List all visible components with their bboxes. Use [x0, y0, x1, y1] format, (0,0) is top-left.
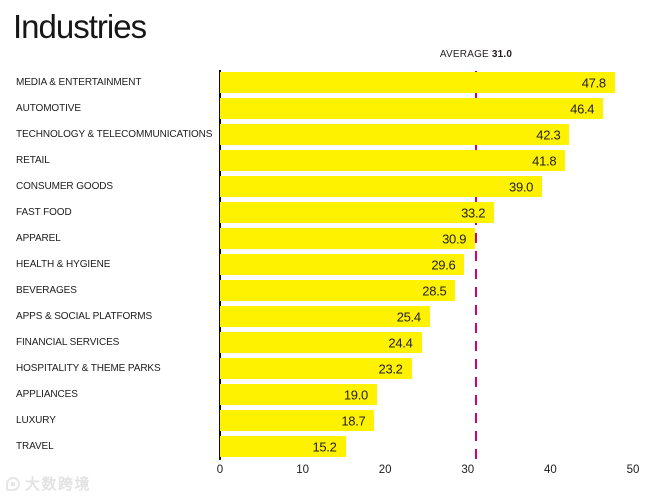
bar-area: 28.5 [220, 280, 633, 301]
chart-row: FINANCIAL SERVICES 24.4 [0, 332, 655, 353]
category-label: MEDIA & ENTERTAINMENT [16, 77, 142, 88]
bar-area: 33.2 [220, 202, 633, 223]
bar-area: 30.9 [220, 228, 633, 249]
chart-row: TECHNOLOGY & TELECOMMUNICATIONS 42.3 [0, 124, 655, 145]
bar-value-label: 30.9 [442, 231, 467, 246]
category-label: APPAREL [16, 233, 61, 244]
category-label: HOSPITALITY & THEME PARKS [16, 363, 161, 374]
bar: 23.2 [220, 358, 412, 379]
chart-row: MEDIA & ENTERTAINMENT 47.8 [0, 72, 655, 93]
average-value: 31.0 [491, 49, 513, 60]
bar: 39.0 [220, 176, 543, 197]
bar-area: 23.2 [220, 358, 633, 379]
bar-value-label: 19.0 [343, 387, 368, 402]
bar: 24.4 [220, 332, 422, 353]
bar-area: 47.8 [220, 72, 633, 93]
x-tick-label: 50 [626, 464, 640, 476]
bar: 47.8 [220, 72, 615, 93]
chart-row: RETAIL 41.8 [0, 150, 655, 171]
category-label: BEVERAGES [16, 285, 77, 296]
x-tick-label: 10 [296, 464, 309, 476]
chart-rows: MEDIA & ENTERTAINMENT 47.8 AUTOMOTIVE 46… [0, 72, 655, 462]
chart-row: HOSPITALITY & THEME PARKS 23.2 [0, 358, 655, 379]
bar-area: 15.2 [220, 436, 633, 457]
x-tick-label: 20 [378, 464, 392, 476]
watermark-logo-icon [6, 476, 20, 491]
x-tick-label: 40 [543, 464, 557, 476]
chart-row: FAST FOOD 33.2 [0, 202, 655, 223]
bar: 29.6 [220, 254, 465, 275]
bar: 30.9 [220, 228, 476, 249]
category-label: RETAIL [16, 155, 50, 166]
bar-value-label: 46.4 [570, 101, 595, 116]
watermark-text: 大数跨境 [25, 476, 92, 493]
bar: 42.3 [220, 124, 570, 145]
bar: 46.4 [220, 98, 604, 119]
bar-area: 46.4 [220, 98, 633, 119]
bar-area: 42.3 [220, 124, 633, 145]
bar-area: 18.7 [220, 410, 633, 431]
bar-area: 24.4 [220, 332, 633, 353]
x-tick-label: 30 [461, 464, 475, 476]
bar-value-label: 47.8 [581, 75, 606, 90]
average-label-text: AVERAGE [439, 49, 489, 60]
bar: 41.8 [220, 150, 566, 171]
bar-area: 19.0 [220, 384, 633, 405]
category-label: AUTOMOTIVE [16, 103, 81, 114]
bar-value-label: 25.4 [396, 309, 421, 324]
x-axis-ticks: 0 10 20 30 40 50 [216, 464, 640, 480]
bar-value-label: 29.6 [431, 257, 456, 272]
bar-value-label: 33.2 [461, 205, 486, 220]
bar-value-label: 24.4 [388, 335, 413, 350]
bar: 33.2 [220, 202, 495, 223]
average-dashed-line [475, 71, 478, 462]
x-tick-label: 0 [216, 464, 224, 476]
chart-row: LUXURY 18.7 [0, 410, 655, 431]
category-label: LUXURY [16, 415, 56, 426]
bar: 15.2 [220, 436, 346, 457]
bar-value-label: 23.2 [378, 361, 403, 376]
chart-row: CONSUMER GOODS 39.0 [0, 176, 655, 197]
category-label: FAST FOOD [16, 207, 72, 218]
chart-row: APPAREL 30.9 [0, 228, 655, 249]
chart-row: AUTOMOTIVE 46.4 [0, 98, 655, 119]
bar-area: 25.4 [220, 306, 633, 327]
category-label: CONSUMER GOODS [16, 181, 113, 192]
bar: 18.7 [220, 410, 375, 431]
category-label: TRAVEL [16, 441, 54, 452]
bar-area: 41.8 [220, 150, 633, 171]
bar-value-label: 39.0 [509, 179, 534, 194]
category-label: HEALTH & HYGIENE [16, 259, 111, 270]
chart-row: APPLIANCES 19.0 [0, 384, 655, 405]
bar-value-label: 18.7 [341, 413, 366, 428]
average-label: AVERAGE 31.0 [440, 49, 512, 60]
bar-value-label: 41.8 [532, 153, 557, 168]
bar-value-label: 15.2 [312, 439, 337, 454]
bar: 28.5 [220, 280, 456, 301]
bar: 19.0 [220, 384, 377, 405]
bar-area: 39.0 [220, 176, 633, 197]
bar: 25.4 [220, 306, 430, 327]
chart-row: TRAVEL 15.2 [0, 436, 655, 457]
category-label: APPS & SOCIAL PLATFORMS [16, 311, 153, 322]
bar-value-label: 28.5 [422, 283, 447, 298]
chart-row: BEVERAGES 28.5 [0, 280, 655, 301]
category-label: FINANCIAL SERVICES [16, 337, 120, 348]
chart-row: HEALTH & HYGIENE 29.6 [0, 254, 655, 275]
chart-row: APPS & SOCIAL PLATFORMS 25.4 [0, 306, 655, 327]
bar-area: 29.6 [220, 254, 633, 275]
category-label: APPLIANCES [16, 389, 78, 400]
watermark: 大数跨境 [6, 473, 91, 494]
category-label: TECHNOLOGY & TELECOMMUNICATIONS [16, 129, 213, 140]
bar-value-label: 42.3 [536, 127, 561, 142]
chart-title: Industries [13, 8, 147, 45]
